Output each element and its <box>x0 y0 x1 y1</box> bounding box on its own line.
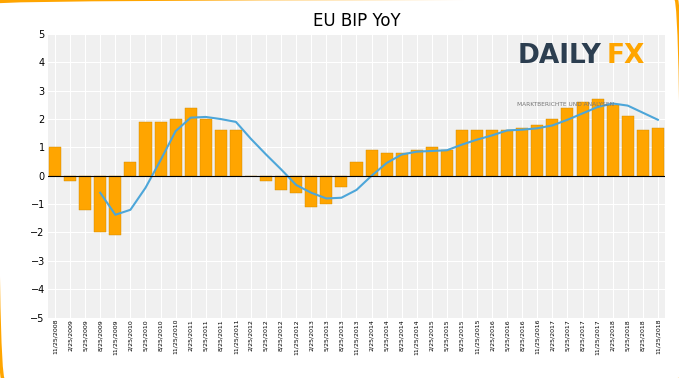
Bar <box>486 130 498 176</box>
Bar <box>306 176 317 207</box>
Bar <box>531 125 543 176</box>
Bar <box>441 150 453 176</box>
Bar <box>79 176 91 210</box>
Bar <box>652 128 664 176</box>
Bar <box>471 130 483 176</box>
Bar <box>139 122 151 176</box>
Bar <box>124 162 136 176</box>
Bar <box>365 150 378 176</box>
Text: DAILY: DAILY <box>517 43 601 68</box>
Bar <box>411 150 423 176</box>
Bar <box>185 108 197 176</box>
Bar <box>516 128 528 176</box>
Bar <box>290 176 302 193</box>
Bar <box>215 130 227 176</box>
Text: MARKTBERICHTE UND ANALYSEN: MARKTBERICHTE UND ANALYSEN <box>517 102 614 107</box>
Bar <box>606 105 619 176</box>
Bar <box>335 176 348 187</box>
Bar <box>396 153 407 176</box>
Bar <box>350 162 363 176</box>
Bar <box>155 122 166 176</box>
Bar <box>94 176 107 232</box>
Text: FX: FX <box>607 43 645 68</box>
Bar <box>637 130 649 176</box>
Bar <box>426 147 438 176</box>
Bar <box>381 153 392 176</box>
Bar <box>591 99 604 176</box>
Bar <box>576 102 589 176</box>
Bar <box>456 130 468 176</box>
Bar <box>562 108 574 176</box>
Bar <box>260 176 272 181</box>
Bar <box>320 176 332 204</box>
Title: EU BIP YoY: EU BIP YoY <box>312 12 401 30</box>
Bar <box>622 116 634 176</box>
Bar <box>501 130 513 176</box>
Bar <box>200 119 212 176</box>
Bar <box>275 176 287 190</box>
Bar <box>170 119 182 176</box>
Bar <box>547 119 558 176</box>
Bar <box>109 176 122 235</box>
Bar <box>64 176 76 181</box>
Bar <box>49 147 61 176</box>
Bar <box>230 130 242 176</box>
